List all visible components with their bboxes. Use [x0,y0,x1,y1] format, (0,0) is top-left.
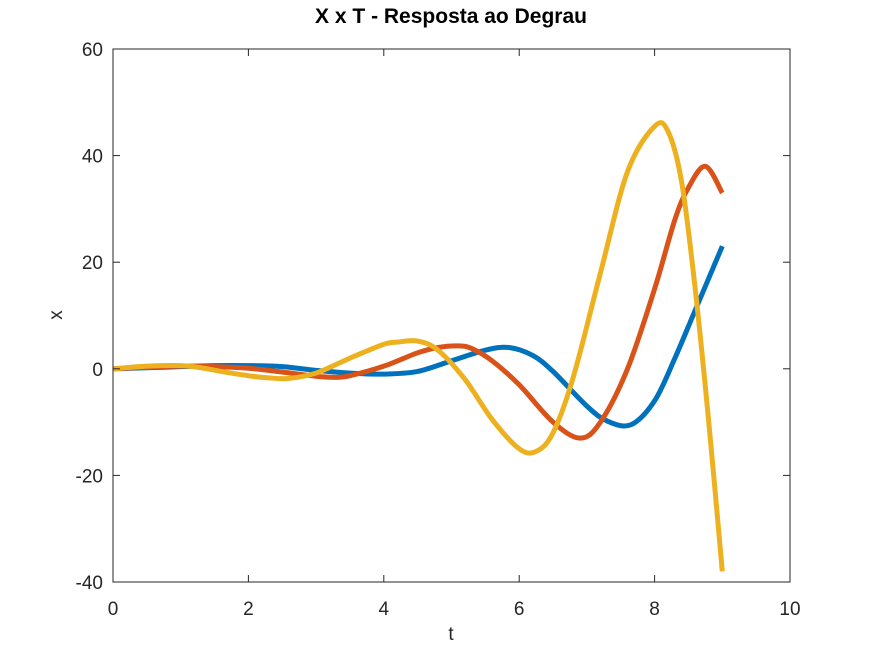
series-line-2 [112,163,725,441]
series-line-3 [112,120,725,572]
y-tick-label: 0 [92,360,103,381]
x-tick-label: 6 [514,599,525,620]
plot-lines [112,120,725,572]
y-tick-label: 20 [82,253,103,274]
x-tick-label: 4 [379,599,390,620]
x-tick-label: 10 [779,599,800,620]
chart-title: X x T - Resposta ao Degrau [315,5,587,28]
series-line-1 [112,245,725,429]
x-tick-label: 8 [649,599,660,620]
y-tick-label: 60 [82,40,103,61]
y-axis-label: x [46,310,67,320]
y-tick-label: 40 [82,147,103,168]
plot-area-border [112,48,791,583]
y-axis-ticks: -40 -20 0 20 40 60 [76,40,790,594]
y-tick-label: -40 [76,573,103,594]
x-axis-ticks: 0 2 4 6 8 10 [108,49,801,620]
x-tick-label: 2 [243,599,254,620]
y-tick-label: -20 [76,466,103,487]
x-tick-label: 0 [108,599,119,620]
x-axis-label: t [448,624,454,645]
